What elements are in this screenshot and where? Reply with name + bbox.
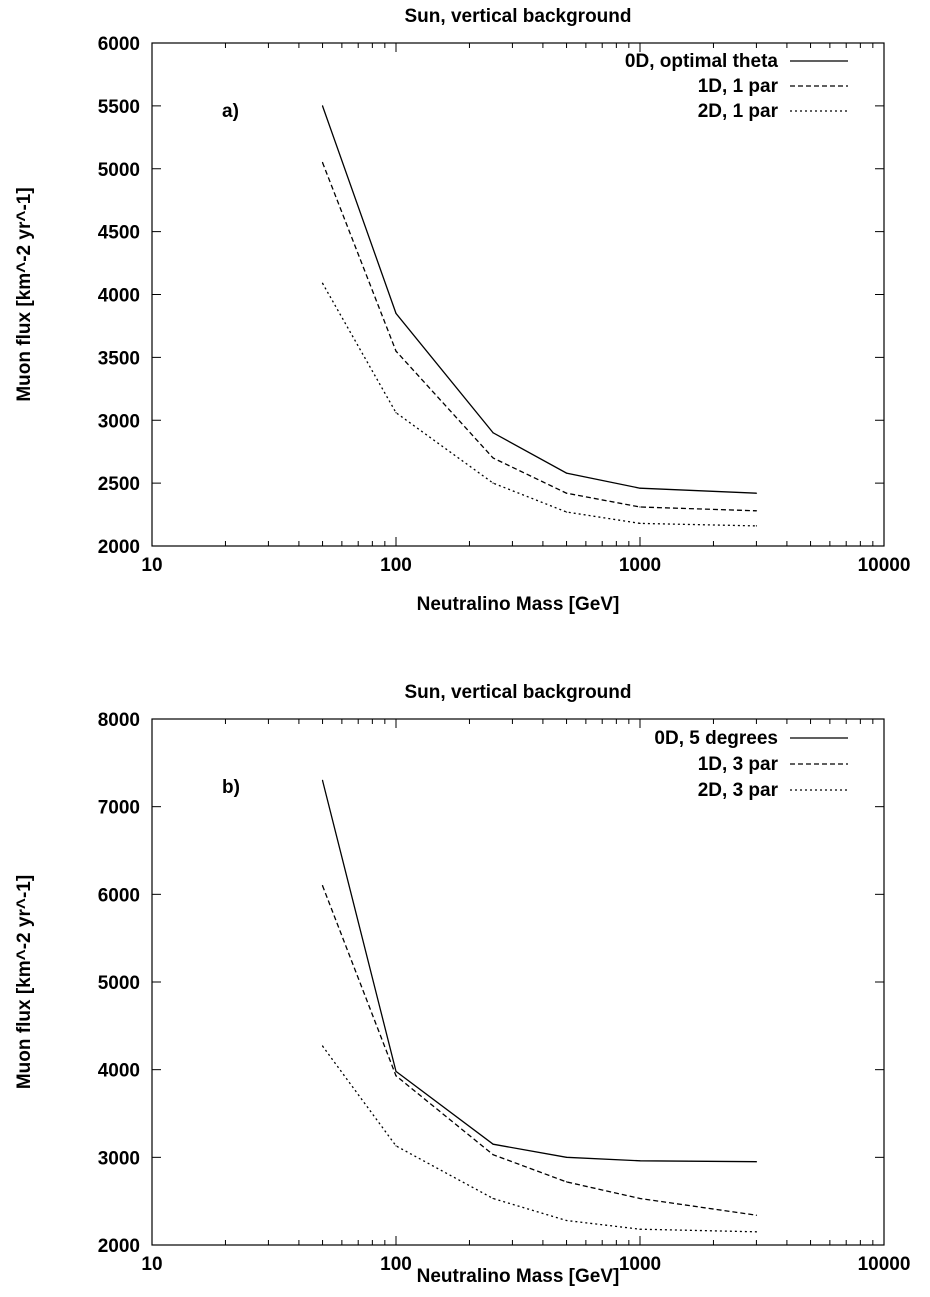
data-point bbox=[321, 161, 324, 164]
series-line-solid bbox=[321, 105, 757, 494]
y-axis-label: Muon flux [km^-2 yr^-1] bbox=[14, 875, 35, 1089]
data-point bbox=[565, 1156, 568, 1158]
y-tick-label: 3000 bbox=[98, 411, 140, 432]
y-tick-label: 4000 bbox=[98, 1061, 140, 1082]
y-tick-label: 5000 bbox=[98, 160, 140, 181]
data-point bbox=[639, 522, 641, 524]
data-point bbox=[565, 1219, 568, 1222]
y-tick-label: 2000 bbox=[98, 1236, 140, 1257]
chart-title: Sun, vertical background bbox=[405, 682, 632, 703]
x-tick-label: 10 bbox=[141, 555, 162, 576]
legend-label: 2D, 1 par bbox=[698, 101, 779, 122]
panel-label: a) bbox=[222, 101, 239, 122]
data-point bbox=[565, 1181, 568, 1183]
legend-label: 0D, 5 degrees bbox=[654, 728, 778, 749]
y-tick-label: 5000 bbox=[98, 973, 140, 994]
legend-label: 1D, 1 par bbox=[698, 76, 779, 97]
data-point bbox=[755, 510, 758, 512]
y-tick-label: 2500 bbox=[98, 474, 140, 495]
data-point bbox=[755, 1214, 758, 1216]
data-point bbox=[755, 1161, 758, 1163]
series-line-solid bbox=[321, 780, 757, 1163]
data-point bbox=[395, 350, 397, 352]
x-tick-label: 10000 bbox=[858, 1254, 911, 1275]
data-point bbox=[639, 1228, 641, 1230]
data-point bbox=[492, 1154, 494, 1156]
x-tick-label: 10 bbox=[141, 1254, 162, 1275]
legend-label: 2D, 3 par bbox=[698, 780, 779, 801]
y-tick-label: 4500 bbox=[98, 223, 140, 244]
data-point bbox=[492, 432, 494, 434]
series-line-dotted bbox=[321, 1045, 757, 1233]
y-tick-label: 8000 bbox=[98, 710, 140, 731]
data-point bbox=[395, 1070, 397, 1073]
x-tick-label: 1000 bbox=[619, 1254, 661, 1275]
data-point bbox=[565, 492, 568, 494]
y-tick-label: 3000 bbox=[98, 1148, 140, 1169]
data-point bbox=[492, 457, 494, 459]
data-point bbox=[639, 487, 641, 489]
data-point bbox=[565, 511, 568, 513]
data-point bbox=[639, 506, 641, 508]
x-tick-label: 100 bbox=[380, 555, 412, 576]
panel-label: b) bbox=[222, 777, 240, 798]
x-tick-label: 100 bbox=[380, 1254, 412, 1275]
series-line-dotted bbox=[321, 282, 757, 527]
y-tick-label: 5500 bbox=[98, 97, 140, 118]
chart-panel-b: 10 100 1000 10000 2000 3000 4000 5000 6000 7000 80… bbox=[14, 682, 910, 1287]
data-point bbox=[492, 482, 494, 484]
data-point bbox=[639, 1160, 641, 1162]
data-point bbox=[755, 492, 758, 494]
x-axis-label: Neutralino Mass [GeV] bbox=[417, 1266, 620, 1287]
legend-label: 1D, 3 par bbox=[698, 754, 779, 775]
y-axis-label: Muon flux [km^-2 yr^-1] bbox=[14, 187, 35, 401]
chart-title: Sun, vertical background bbox=[405, 6, 632, 27]
data-point bbox=[492, 1143, 494, 1145]
data-point bbox=[565, 472, 568, 474]
x-axis-label: Neutralino Mass [GeV] bbox=[417, 594, 620, 615]
data-point bbox=[755, 1231, 758, 1233]
y-tick-label: 6000 bbox=[98, 34, 140, 55]
y-tick-label: 6000 bbox=[98, 885, 140, 906]
x-tick-label: 1000 bbox=[619, 555, 661, 576]
series-line-dashed bbox=[321, 162, 757, 512]
y-tick-label: 4000 bbox=[98, 286, 140, 307]
data-point bbox=[639, 1197, 641, 1200]
y-tick-label: 7000 bbox=[98, 798, 140, 819]
data-point bbox=[395, 1145, 397, 1147]
y-tick-label: 2000 bbox=[98, 537, 140, 558]
chart-panel-a: 10 100 1000 10000 2000 2500 3000 3500 4000 4500 50… bbox=[14, 6, 910, 615]
y-tick-label: 3500 bbox=[98, 348, 140, 369]
data-point bbox=[321, 1045, 324, 1047]
data-point bbox=[321, 779, 324, 781]
data-point bbox=[321, 282, 324, 284]
data-point bbox=[395, 312, 397, 314]
data-point bbox=[492, 1197, 494, 1200]
data-point bbox=[755, 525, 758, 527]
x-tick-label: 10000 bbox=[858, 555, 911, 576]
series-line-dashed bbox=[321, 885, 757, 1216]
data-point bbox=[321, 105, 324, 107]
data-point bbox=[395, 412, 397, 414]
data-point bbox=[395, 1075, 397, 1077]
legend-label: 0D, optimal theta bbox=[625, 51, 779, 72]
data-point bbox=[321, 884, 324, 887]
